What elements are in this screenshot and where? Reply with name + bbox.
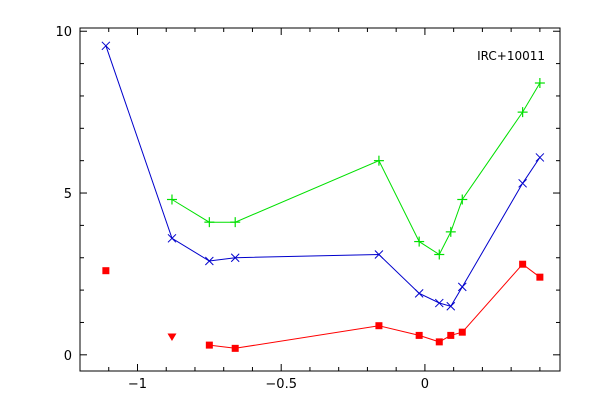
marker-stroke	[374, 250, 384, 259]
y-tick-label: 5	[64, 187, 72, 202]
marker-stroke	[457, 282, 467, 292]
x-marker	[457, 282, 467, 292]
marker-stroke	[204, 256, 214, 266]
square-marker	[231, 344, 239, 352]
marker-stroke	[101, 41, 111, 51]
square-marker	[205, 341, 213, 349]
plus-marker	[204, 217, 215, 228]
triangle-marker	[167, 333, 177, 342]
marker-stroke	[434, 298, 444, 308]
plus-marker	[373, 155, 384, 166]
series-line-0	[105, 45, 541, 307]
x-marker	[374, 250, 384, 259]
series-markers-0	[101, 41, 545, 311]
x-marker	[414, 288, 424, 298]
plus-marker	[166, 194, 177, 205]
square-marker	[519, 260, 527, 268]
series-line-2	[209, 263, 541, 349]
x-tick-label: −0.5	[265, 377, 297, 392]
ticks: −1 −0.5 0 0 5 10	[55, 25, 560, 392]
marker-stroke	[230, 253, 240, 263]
square-marker	[435, 338, 443, 346]
plus-marker	[434, 249, 445, 260]
y-tick-label: 10	[55, 25, 72, 40]
plot-frame	[79, 27, 561, 372]
plus-marker	[457, 194, 468, 205]
points-layer	[102, 267, 177, 342]
x-marker	[434, 298, 444, 308]
x-tick-label: −1	[128, 377, 147, 392]
series-line-1	[171, 82, 541, 256]
square-marker	[536, 273, 544, 281]
marker-stroke	[167, 233, 177, 243]
x-tick-label: 0	[421, 377, 429, 392]
marker-stroke	[414, 288, 424, 298]
plus-marker	[414, 236, 425, 247]
series-markers-2	[205, 260, 544, 352]
marker-stroke	[518, 178, 527, 188]
series-layer	[101, 41, 545, 352]
x-marker	[101, 41, 111, 51]
plus-marker	[445, 226, 456, 237]
marker-stroke	[446, 301, 456, 311]
x-marker	[230, 253, 240, 263]
plus-marker	[230, 217, 241, 228]
series-markers-1	[166, 78, 545, 260]
square-marker	[375, 322, 383, 330]
plus-marker	[534, 78, 545, 89]
y-tick-label: 0	[64, 349, 72, 364]
square-marker	[447, 331, 455, 339]
x-marker	[518, 178, 527, 188]
square-marker	[102, 267, 110, 275]
square-marker	[415, 331, 423, 339]
x-marker	[167, 233, 177, 243]
x-marker	[204, 256, 214, 266]
x-marker	[535, 153, 545, 162]
marker-stroke	[535, 153, 545, 162]
plus-marker	[517, 107, 528, 118]
square-marker	[458, 328, 466, 336]
annotation-label: IRC+10011	[477, 49, 545, 63]
x-marker	[446, 301, 456, 311]
